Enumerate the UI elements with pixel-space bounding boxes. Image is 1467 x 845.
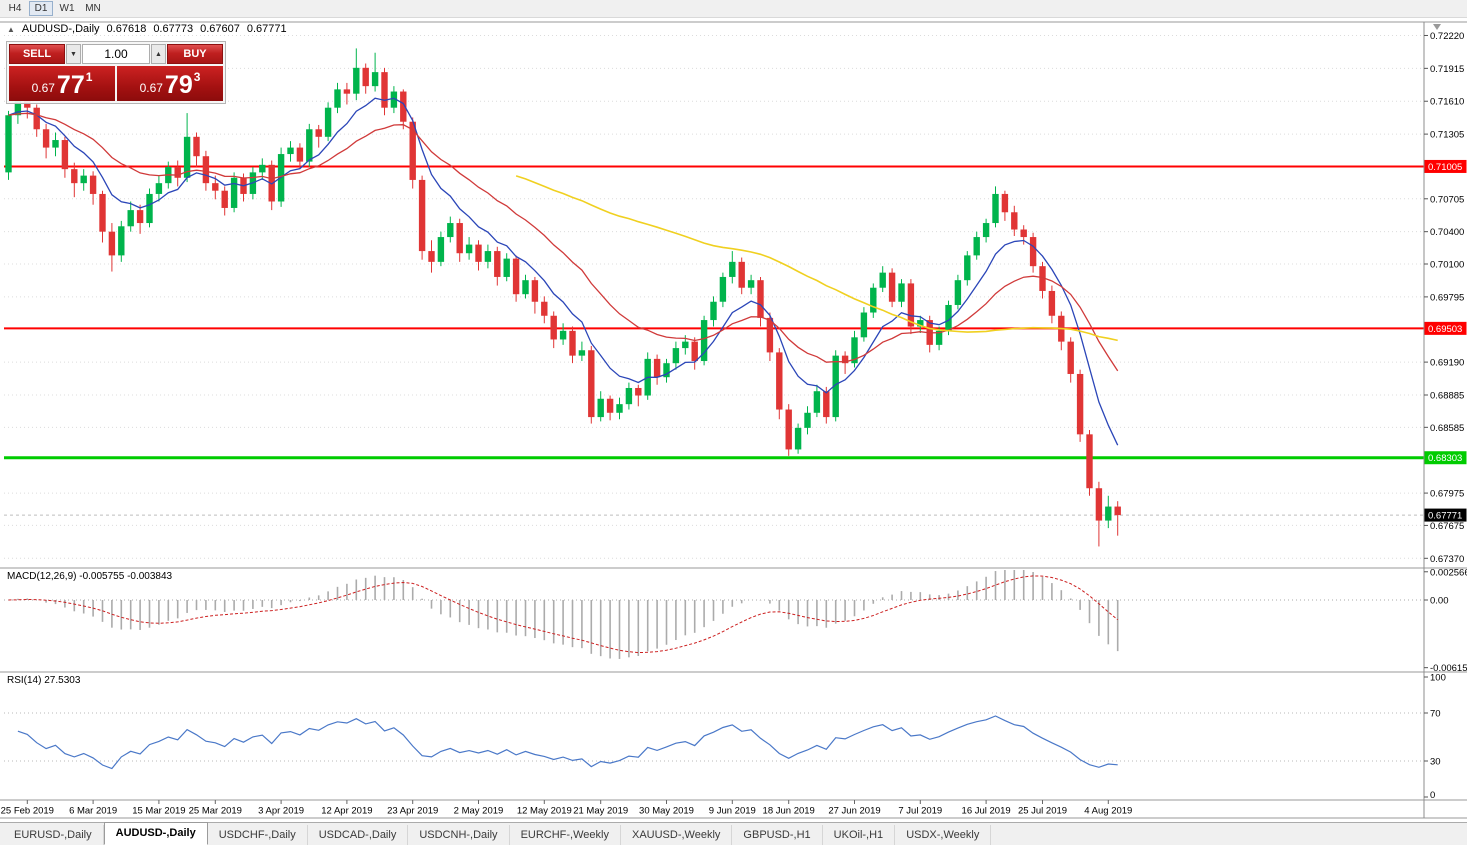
panel-separators	[0, 21, 1467, 819]
volume-input[interactable]	[82, 44, 150, 64]
timeframe-button-w1[interactable]: W1	[55, 1, 79, 16]
svg-text:23 Apr 2019: 23 Apr 2019	[387, 806, 438, 817]
sell-price-button[interactable]: 0.67 77 1	[9, 66, 115, 101]
svg-text:25 Feb 2019: 25 Feb 2019	[1, 806, 54, 817]
svg-text:0.68585: 0.68585	[1430, 423, 1464, 434]
svg-text:100: 100	[1430, 673, 1446, 684]
chart-tab-usdx-weekly[interactable]: USDX-,Weekly	[895, 825, 992, 845]
svg-text:70: 70	[1430, 709, 1441, 720]
svg-text:0.70400: 0.70400	[1430, 227, 1464, 238]
ohlc-high: 0.67773	[153, 23, 194, 35]
one-click-trading-panel: SELL ▼ ▲ BUY 0.67 77 1 0.67 79 3	[6, 41, 226, 104]
svg-text:25 Jul 2019: 25 Jul 2019	[1018, 806, 1067, 817]
svg-text:2 May 2019: 2 May 2019	[454, 806, 504, 817]
ohlc-close: 0.67771	[246, 23, 287, 35]
date-axis[interactable]: 25 Feb 2019 6 Mar 2019 15 Mar 2019 25 Mar 2…	[1, 800, 1133, 817]
chart-tab-eurusd-daily[interactable]: EURUSD-,Daily	[3, 825, 104, 845]
volume-decrease-icon[interactable]: ▼	[66, 44, 81, 64]
buy-button[interactable]: BUY	[167, 44, 223, 64]
svg-text:0.67771: 0.67771	[1428, 511, 1462, 522]
timeframe-button-mn[interactable]: MN	[81, 1, 105, 16]
svg-text:0.002566: 0.002566	[1430, 567, 1467, 578]
svg-text:21 May 2019: 21 May 2019	[573, 806, 628, 817]
svg-text:18 Jun 2019: 18 Jun 2019	[763, 806, 815, 817]
sell-button[interactable]: SELL	[9, 44, 65, 64]
chart-symbol-label: AUDUSD-,Daily	[21, 23, 100, 35]
sell-price-integer: 0.67	[31, 81, 55, 95]
svg-text:0.67975: 0.67975	[1430, 489, 1464, 500]
buy-price-integer: 0.67	[139, 81, 163, 95]
svg-text:25 Mar 2019: 25 Mar 2019	[189, 806, 242, 817]
svg-text:0.70100: 0.70100	[1430, 260, 1464, 271]
svg-text:3 Apr 2019: 3 Apr 2019	[258, 806, 304, 817]
chart-area[interactable]: 0.72220 0.71915 0.71610 0.71305 0.70705 0.704…	[0, 18, 1467, 822]
volume-increase-icon[interactable]: ▲	[151, 44, 166, 64]
svg-text:0.69795: 0.69795	[1430, 292, 1464, 303]
svg-text:0.68303: 0.68303	[1428, 453, 1462, 464]
svg-text:0.67370: 0.67370	[1430, 554, 1464, 565]
price-axis-scale[interactable]: 0.72220 0.71915 0.71610 0.71305 0.70705 0.704…	[1423, 22, 1467, 818]
svg-text:4 Aug 2019: 4 Aug 2019	[1084, 806, 1132, 817]
macd-indicator-label: MACD(12,26,9) -0.005755 -0.003843	[7, 571, 173, 582]
ohlc-low: 0.67607	[200, 23, 240, 35]
chart-shift-marker-icon[interactable]	[1433, 24, 1441, 30]
svg-text:0.67675: 0.67675	[1430, 521, 1464, 532]
svg-text:12 Apr 2019: 12 Apr 2019	[321, 806, 372, 817]
timeframe-toolbar: H4 D1 W1 MN	[0, 0, 1467, 18]
svg-text:0.71915: 0.71915	[1430, 64, 1464, 75]
svg-text:0.68885: 0.68885	[1430, 390, 1464, 401]
price-chart-canvas[interactable]: 0.72220 0.71915 0.71610 0.71305 0.70705 0.704…	[0, 18, 1467, 822]
chart-tab-usdchf-daily[interactable]: USDCHF-,Daily	[208, 825, 308, 845]
svg-text:27 Jun 2019: 27 Jun 2019	[828, 806, 880, 817]
svg-text:0.69503: 0.69503	[1428, 324, 1462, 335]
candles-layer[interactable]	[5, 48, 1121, 547]
svg-text:30: 30	[1430, 757, 1441, 768]
trade-panel-toggle-icon[interactable]: ▲	[7, 25, 15, 34]
svg-text:0: 0	[1430, 790, 1435, 801]
svg-text:9 Jun 2019: 9 Jun 2019	[709, 806, 756, 817]
macd-layer	[4, 570, 1424, 659]
sell-price-fraction: 1	[85, 70, 93, 84]
rsi-indicator-label: RSI(14) 27.5303	[7, 675, 81, 686]
svg-text:0.70705: 0.70705	[1430, 194, 1464, 205]
chart-tab-gbpusd-h1[interactable]: GBPUSD-,H1	[732, 825, 823, 845]
moving-averages-layer	[8, 97, 1119, 446]
chart-header: ▲ AUDUSD-,Daily 0.67618 0.67773 0.67607 …	[7, 23, 287, 35]
svg-text:0.71305: 0.71305	[1430, 130, 1464, 141]
chart-tab-usdcad-daily[interactable]: USDCAD-,Daily	[308, 825, 409, 845]
symbol-tab-bar: EURUSD-,Daily AUDUSD-,Daily USDCHF-,Daily U…	[0, 822, 1467, 845]
chart-tab-ukoil-h1[interactable]: UKOil-,H1	[823, 825, 896, 845]
svg-text:7 Jul 2019: 7 Jul 2019	[898, 806, 942, 817]
rsi-layer	[4, 712, 1424, 770]
buy-price-pips: 79	[164, 71, 193, 100]
sell-price-pips: 77	[56, 71, 85, 100]
svg-text:0.71005: 0.71005	[1428, 162, 1462, 173]
chart-tab-eurchf-weekly[interactable]: EURCHF-,Weekly	[510, 825, 621, 845]
timeframe-button-h4[interactable]: H4	[3, 1, 27, 16]
svg-text:0.69190: 0.69190	[1430, 358, 1464, 369]
grid-layer	[4, 34, 1424, 559]
level-lines-layer[interactable]	[4, 165, 1424, 460]
chart-tab-xauusd-weekly[interactable]: XAUUSD-,Weekly	[621, 825, 733, 845]
chart-tab-usdcnh-daily[interactable]: USDCNH-,Daily	[408, 825, 510, 845]
price-tag-layer: 0.71005 0.69503 0.68303 0.67771	[1424, 159, 1467, 522]
svg-text:6 Mar 2019: 6 Mar 2019	[69, 806, 117, 817]
svg-text:0.00: 0.00	[1430, 596, 1449, 607]
svg-text:16 Jul 2019: 16 Jul 2019	[962, 806, 1011, 817]
svg-text:15 Mar 2019: 15 Mar 2019	[132, 806, 185, 817]
timeframe-button-d1[interactable]: D1	[29, 1, 53, 16]
svg-text:0.72220: 0.72220	[1430, 31, 1464, 42]
buy-price-button[interactable]: 0.67 79 3	[117, 66, 223, 101]
svg-text:30 May 2019: 30 May 2019	[639, 806, 694, 817]
buy-price-fraction: 3	[193, 70, 201, 84]
svg-text:12 May 2019: 12 May 2019	[517, 806, 572, 817]
svg-text:0.71610: 0.71610	[1430, 97, 1464, 108]
ohlc-open: 0.67618	[106, 23, 147, 35]
chart-tab-audusd-daily[interactable]: AUDUSD-,Daily	[103, 822, 208, 845]
